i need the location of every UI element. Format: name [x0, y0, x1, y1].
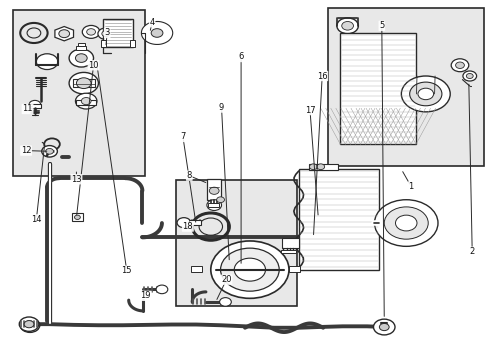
- Polygon shape: [142, 22, 173, 44]
- Circle shape: [207, 200, 221, 211]
- Circle shape: [29, 100, 41, 109]
- Text: 1: 1: [409, 182, 414, 191]
- Bar: [76, 46, 86, 50]
- Circle shape: [75, 54, 87, 62]
- Bar: [72, 213, 83, 221]
- Circle shape: [151, 29, 163, 37]
- Text: 4: 4: [149, 18, 155, 27]
- Circle shape: [59, 30, 70, 38]
- Text: 2: 2: [469, 247, 475, 256]
- Text: 18: 18: [182, 222, 193, 231]
- Circle shape: [395, 215, 417, 231]
- Bar: [73, 79, 95, 87]
- Text: 19: 19: [141, 291, 151, 300]
- Circle shape: [463, 71, 477, 81]
- Text: 14: 14: [31, 215, 42, 224]
- Circle shape: [451, 59, 469, 72]
- Circle shape: [410, 82, 442, 106]
- Circle shape: [379, 323, 389, 330]
- Bar: [340, 33, 416, 144]
- Circle shape: [234, 258, 266, 281]
- Circle shape: [401, 76, 450, 112]
- Bar: [208, 203, 219, 207]
- Circle shape: [82, 26, 100, 39]
- Circle shape: [217, 197, 224, 203]
- Circle shape: [384, 207, 428, 239]
- Bar: [103, 19, 133, 47]
- Bar: [29, 104, 41, 108]
- Text: 8: 8: [187, 171, 192, 180]
- Bar: [13, 10, 145, 176]
- Circle shape: [20, 318, 40, 332]
- Circle shape: [337, 18, 358, 34]
- Circle shape: [456, 62, 465, 68]
- Circle shape: [310, 164, 318, 170]
- Circle shape: [466, 73, 473, 78]
- Bar: [281, 249, 296, 253]
- Text: 16: 16: [317, 72, 327, 81]
- Bar: [309, 163, 338, 170]
- Text: 20: 20: [221, 275, 232, 284]
- Circle shape: [177, 218, 191, 228]
- Bar: [282, 238, 299, 248]
- Text: 17: 17: [305, 105, 315, 114]
- Text: 11: 11: [23, 104, 33, 113]
- Circle shape: [81, 98, 91, 105]
- Bar: [289, 266, 300, 272]
- Circle shape: [418, 88, 434, 100]
- Bar: [175, 180, 297, 306]
- Circle shape: [76, 78, 91, 89]
- Text: 12: 12: [21, 146, 31, 155]
- Bar: [189, 220, 201, 225]
- Bar: [78, 43, 85, 46]
- Circle shape: [342, 22, 353, 30]
- Text: 13: 13: [71, 175, 82, 184]
- Circle shape: [317, 164, 325, 170]
- Circle shape: [209, 187, 219, 194]
- Circle shape: [19, 317, 39, 331]
- Circle shape: [102, 31, 110, 37]
- Circle shape: [156, 285, 168, 294]
- Bar: [299, 169, 379, 270]
- Circle shape: [36, 54, 58, 69]
- Circle shape: [373, 319, 395, 335]
- Bar: [101, 40, 106, 47]
- Polygon shape: [55, 27, 74, 41]
- Circle shape: [24, 320, 34, 328]
- Circle shape: [98, 28, 114, 40]
- Bar: [191, 266, 202, 272]
- Text: 6: 6: [239, 53, 244, 62]
- Bar: [130, 40, 135, 47]
- Text: 10: 10: [88, 61, 99, 70]
- Circle shape: [69, 72, 98, 94]
- Circle shape: [74, 215, 80, 220]
- Text: 5: 5: [379, 21, 385, 30]
- Circle shape: [220, 298, 231, 306]
- Bar: [76, 100, 96, 105]
- Text: 3: 3: [104, 28, 110, 37]
- Text: 15: 15: [122, 266, 132, 275]
- Circle shape: [87, 29, 96, 35]
- Circle shape: [211, 241, 289, 298]
- Bar: [207, 179, 221, 200]
- Text: 9: 9: [219, 103, 224, 112]
- Circle shape: [69, 49, 94, 67]
- Circle shape: [75, 93, 97, 109]
- Circle shape: [374, 200, 438, 246]
- Text: 7: 7: [180, 132, 186, 141]
- Circle shape: [42, 145, 57, 157]
- Circle shape: [220, 248, 279, 291]
- Circle shape: [46, 148, 53, 154]
- Bar: [328, 8, 485, 166]
